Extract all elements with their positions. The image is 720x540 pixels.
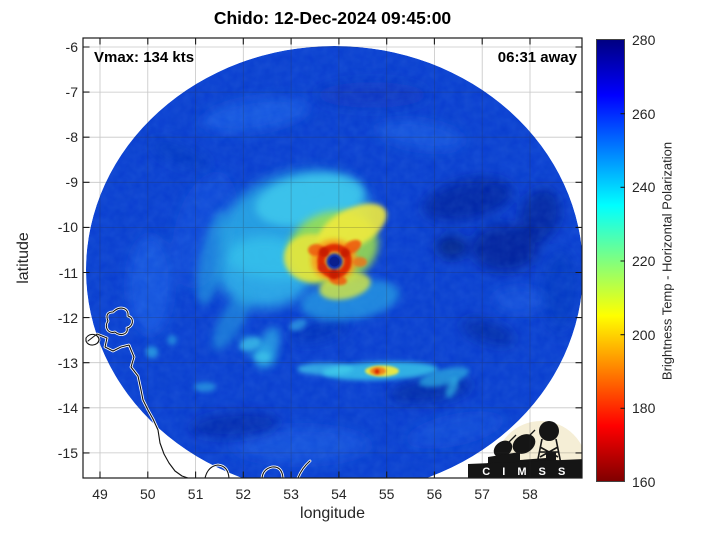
x-tick-label: 49 [92, 486, 108, 502]
coastline-casing [86, 306, 312, 478]
cimss-logo-text: C I M S S [482, 466, 570, 478]
figure-title: Chido: 12-Dec-2024 09:45:00 [213, 8, 452, 28]
y-tick-label: -9 [65, 174, 78, 191]
y-tick-label: -15 [57, 444, 78, 461]
y-tick-label: -12 [57, 309, 78, 326]
colorbar-tick-label: 220 [632, 253, 656, 269]
cyclone-eye [317, 243, 352, 279]
colorbar-tick-label: 240 [632, 179, 656, 196]
colorbar-tick-label: 160 [632, 474, 656, 490]
y-tick-label: -10 [57, 219, 78, 236]
x-tick-label: 54 [331, 486, 347, 502]
y-tick-label: -14 [57, 399, 78, 416]
plot-border [82, 37, 583, 479]
colorbar-tick-label: 200 [632, 326, 656, 343]
y-tick-label: -8 [65, 129, 78, 146]
water-tower-icon [539, 421, 559, 441]
satellite-dish-icon [512, 434, 536, 454]
x-axis-label: longitude [300, 505, 365, 522]
y-tick-label: -7 [65, 84, 78, 101]
y-tick-label: -11 [58, 264, 78, 281]
satellite-dish-icon [493, 440, 513, 458]
satellite-swath [86, 46, 582, 478]
x-tick-label: 57 [474, 486, 490, 502]
x-tick-label: 56 [426, 486, 443, 502]
vmax-annotation: Vmax: 134 kts [94, 49, 195, 66]
colorbar-gradient [597, 40, 624, 481]
convective-band [146, 335, 470, 399]
colorbar-tick-label: 180 [632, 400, 656, 417]
grid-lines [83, 38, 582, 478]
x-tick-label: 52 [235, 486, 252, 502]
y-axis-label: latitude [15, 232, 32, 284]
axis-ticks [83, 38, 582, 478]
x-tick-label: 51 [187, 486, 204, 502]
x-tick-label: 50 [140, 486, 156, 502]
coastline [85, 307, 311, 478]
colorbar [596, 39, 625, 482]
y-tick-label: -6 [65, 39, 78, 55]
colorbar-tick-label: 280 [632, 32, 656, 48]
y-tick-label: -13 [57, 354, 78, 371]
x-tick-label: 55 [378, 486, 395, 502]
x-tick-label: 53 [283, 486, 299, 502]
colorbar-tick-label: 260 [632, 105, 656, 122]
x-tick-label: 58 [522, 486, 538, 502]
eta-annotation: 06:31 away [497, 49, 577, 66]
